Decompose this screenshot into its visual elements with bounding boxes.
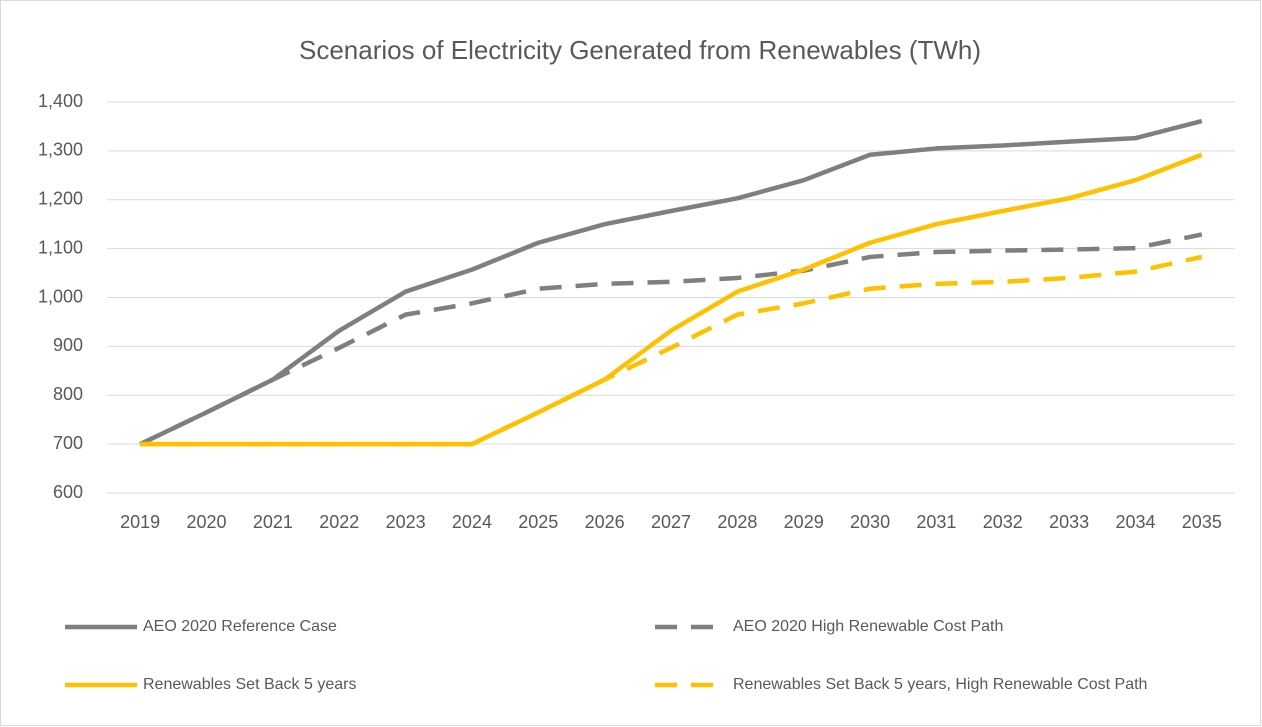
y-tick-label: 1,300 xyxy=(38,140,83,160)
x-tick-label: 2032 xyxy=(983,512,1023,532)
x-tick-label: 2027 xyxy=(651,512,691,532)
y-tick-label: 1,200 xyxy=(38,189,83,209)
y-tick-label: 700 xyxy=(53,433,83,453)
x-tick-label: 2028 xyxy=(717,512,757,532)
series-line xyxy=(140,254,1203,447)
series-line xyxy=(139,118,1203,447)
series-line xyxy=(139,232,1203,447)
x-tick-label: 2024 xyxy=(452,512,492,532)
x-tick-label: 2031 xyxy=(916,512,956,532)
series-line xyxy=(140,152,1203,447)
x-tick-label: 2034 xyxy=(1115,512,1155,532)
x-tick-label: 2019 xyxy=(120,512,160,532)
legend-label: Renewables Set Back 5 years, High Renewa… xyxy=(733,676,1147,693)
x-tick-label: 2026 xyxy=(585,512,625,532)
x-tick-label: 2030 xyxy=(850,512,890,532)
legend-label: Renewables Set Back 5 years xyxy=(143,676,356,693)
x-tick-label: 2020 xyxy=(187,512,227,532)
y-tick-label: 600 xyxy=(53,482,83,502)
y-tick-label: 1,400 xyxy=(38,91,83,111)
x-tick-label: 2025 xyxy=(518,512,558,532)
x-tick-label: 2022 xyxy=(319,512,359,532)
y-tick-label: 800 xyxy=(53,384,83,404)
legend-label: AEO 2020 Reference Case xyxy=(143,618,337,635)
x-tick-label: 2029 xyxy=(784,512,824,532)
legend-label: AEO 2020 High Renewable Cost Path xyxy=(733,618,1003,635)
x-tick-label: 2035 xyxy=(1182,512,1222,532)
chart-title: Scenarios of Electricity Generated from … xyxy=(299,35,981,65)
y-tick-label: 1,000 xyxy=(38,286,83,306)
x-tick-label: 2021 xyxy=(253,512,293,532)
y-tick-label: 900 xyxy=(53,335,83,355)
y-tick-label: 1,100 xyxy=(38,237,83,257)
x-tick-label: 2023 xyxy=(386,512,426,532)
x-tick-label: 2033 xyxy=(1049,512,1089,532)
